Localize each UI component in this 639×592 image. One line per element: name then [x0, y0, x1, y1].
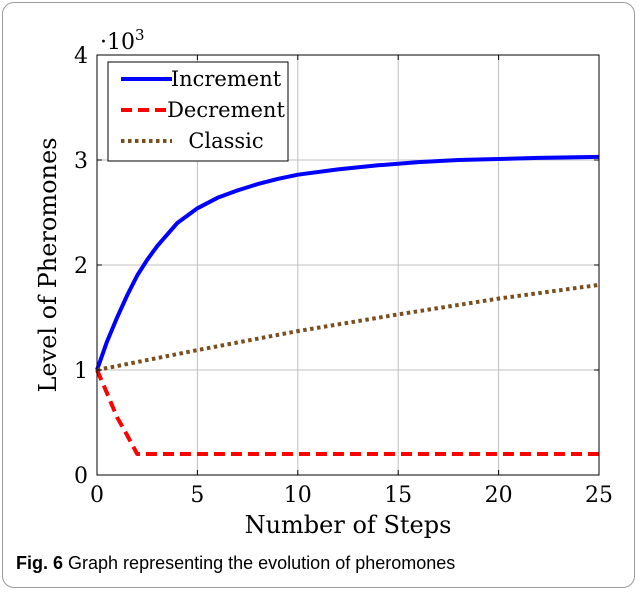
legend-label-increment: Increment: [171, 67, 282, 91]
x-axis-label: Number of Steps: [245, 511, 452, 539]
legend-label-classic: Classic: [188, 129, 263, 153]
series-line-decrement: [95, 369, 599, 456]
pheromone-chart: 0 5 10 15 20 25 0 1 2 3 4 ·103 Number of Steps Le…: [34, 26, 613, 539]
x-tick-label: 25: [585, 483, 613, 508]
x-ticks: 0 5 10 15 20 25: [90, 55, 613, 508]
series-lines: [95, 154, 600, 456]
x-tick-label: 10: [284, 483, 312, 508]
x-tick-label: 0: [90, 483, 104, 508]
y-scale-label: ·103: [100, 26, 145, 55]
figure-caption-text: Graph representing the evolution of pher…: [68, 553, 456, 573]
x-tick-label: 20: [485, 483, 513, 508]
y-tick-label: 4: [74, 44, 88, 69]
series-line-increment: [95, 154, 600, 371]
x-tick-label: 5: [190, 483, 204, 508]
y-ticks: 0 1 2 3 4: [74, 44, 599, 489]
series-line-classic: [96, 282, 600, 372]
y-tick-label: 2: [74, 254, 88, 279]
x-tick-label: 15: [384, 483, 412, 508]
y-axis-label: Level of Pheromones: [34, 137, 62, 392]
legend-label-decrement: Decrement: [167, 98, 285, 122]
y-tick-label: 3: [74, 149, 88, 174]
y-tick-label: 1: [74, 359, 88, 384]
figure-label: Fig. 6: [16, 553, 64, 573]
y-tick-label: 0: [74, 464, 88, 489]
figure-caption: Fig. 6 Graph representing the evolution …: [16, 553, 616, 574]
legend: Increment Decrement Classic: [107, 61, 289, 162]
